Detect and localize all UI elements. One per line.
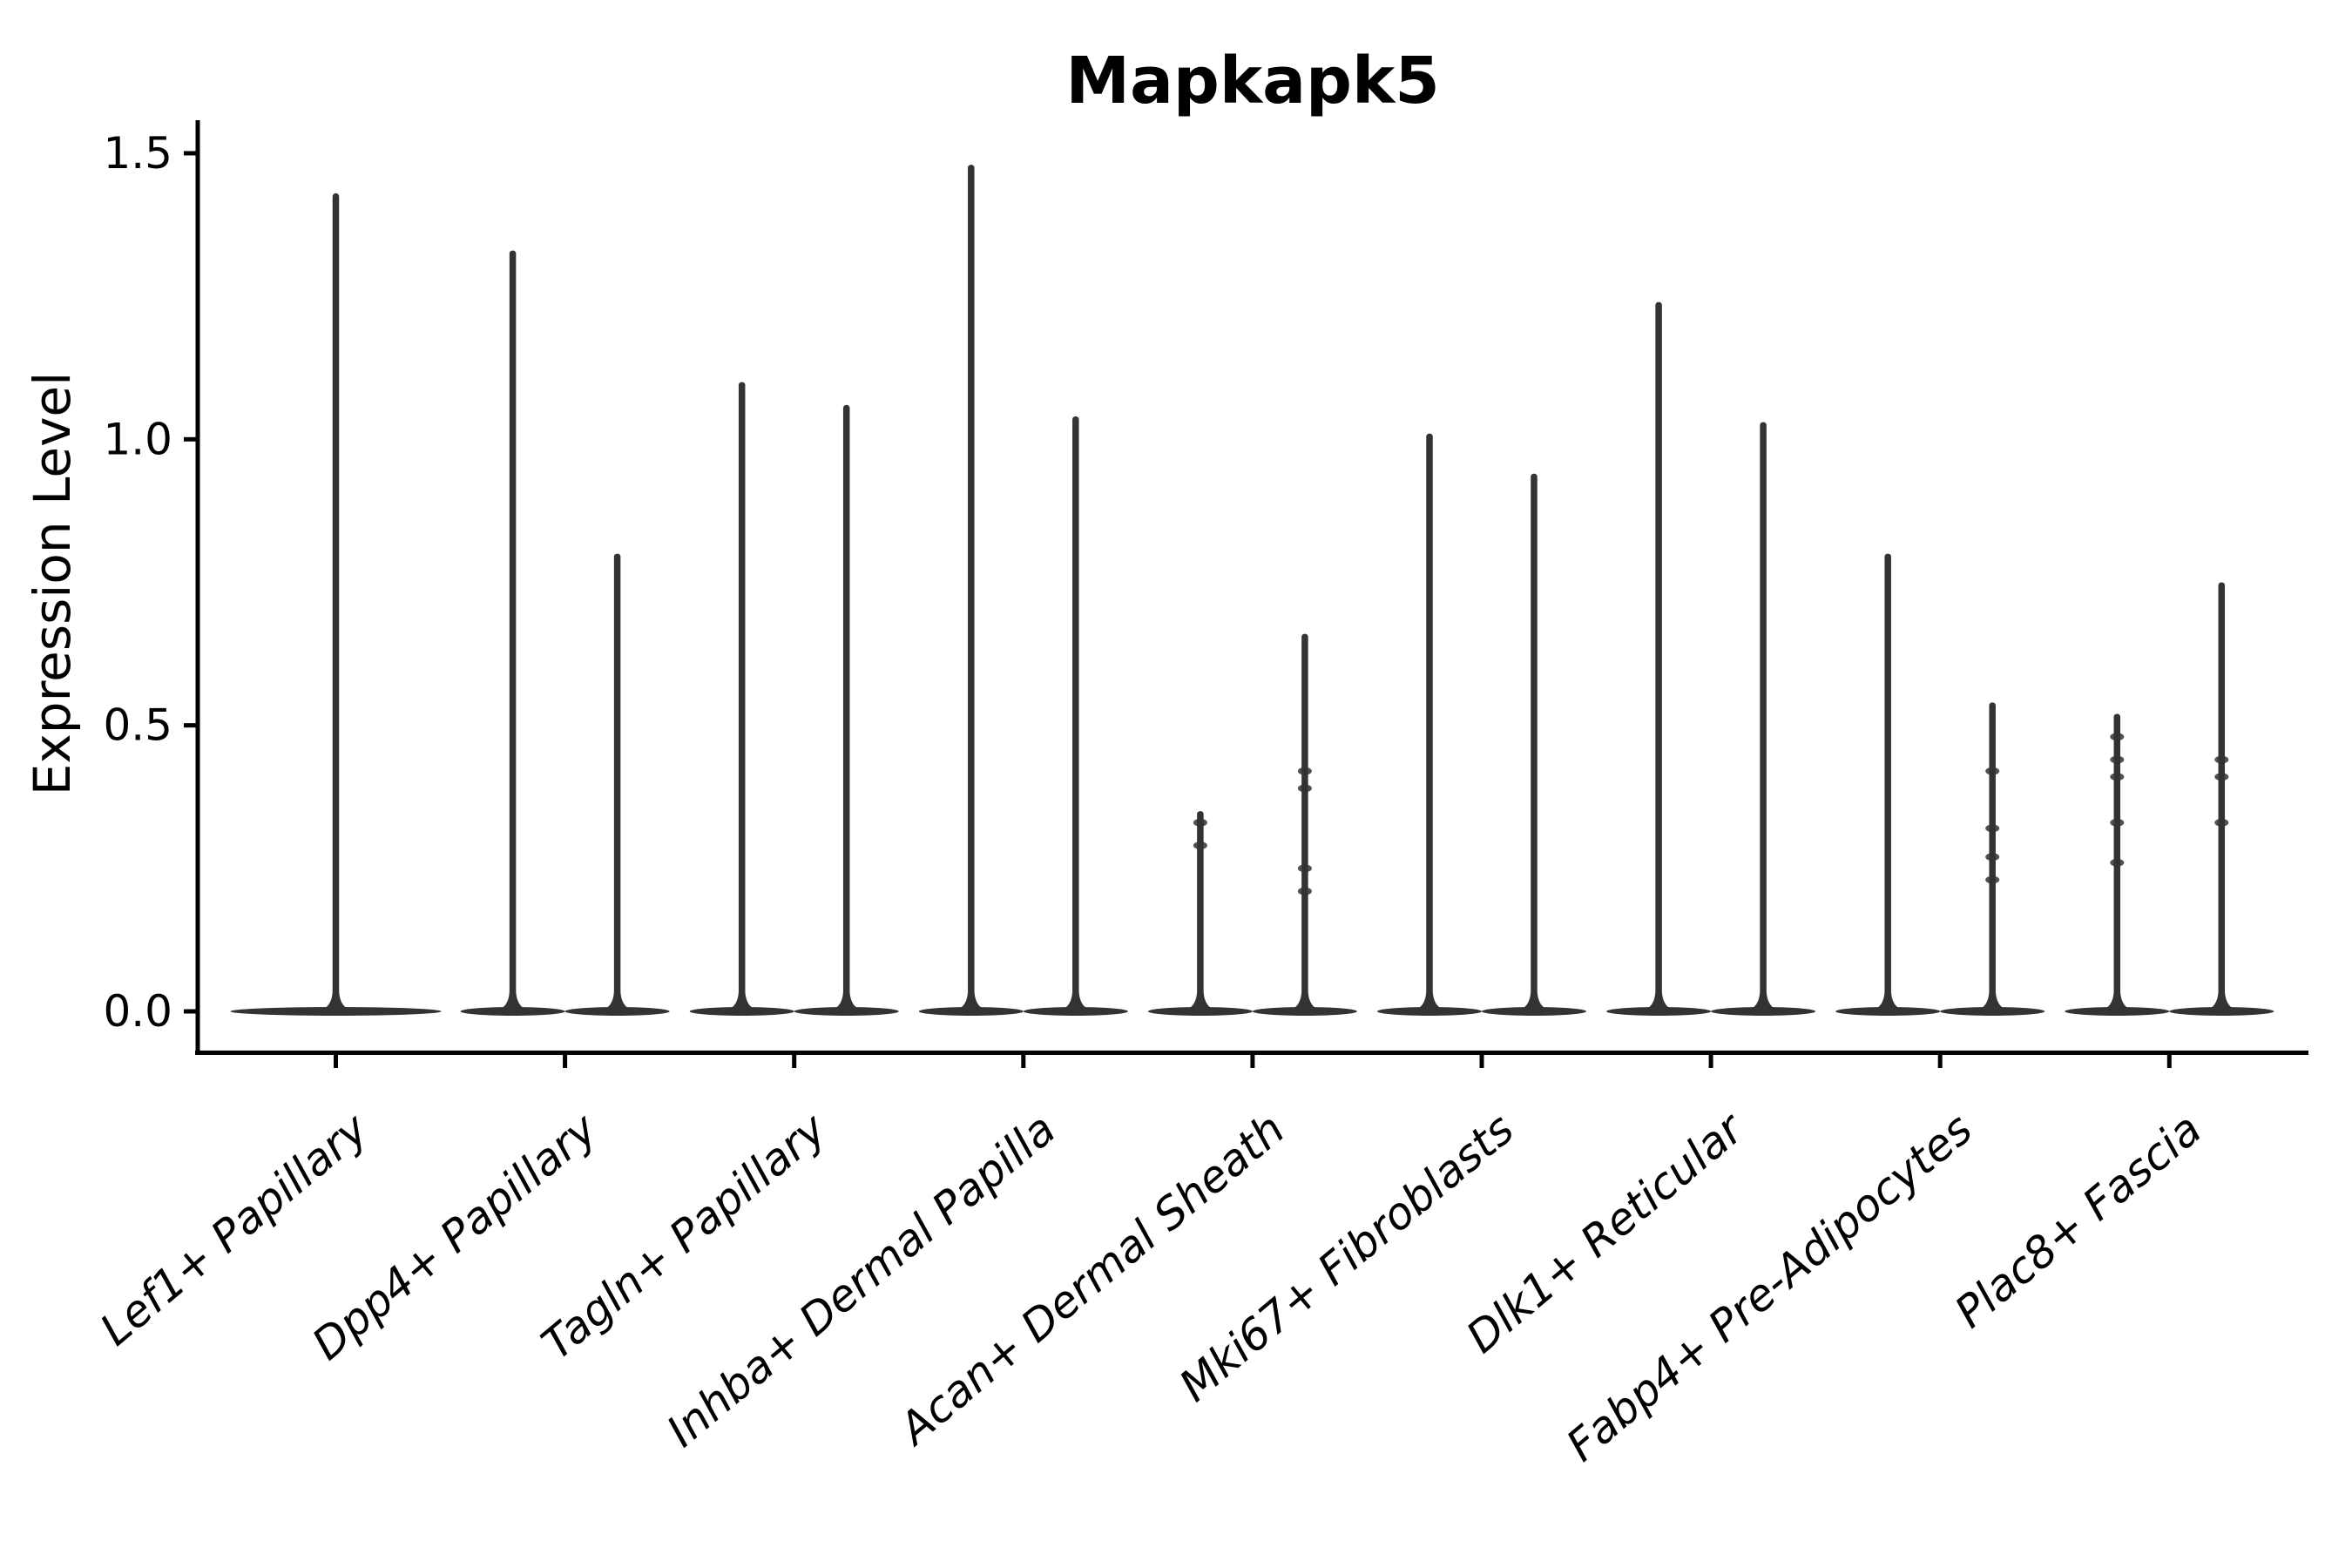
violin-tail (738, 382, 746, 1011)
violin-shape (564, 553, 670, 1016)
violin-shoulder (1061, 992, 1090, 1010)
violin-shoulder (1416, 992, 1443, 1010)
violin-shape (1147, 811, 1253, 1016)
violin-shape (1377, 433, 1482, 1016)
violin-shape (794, 404, 899, 1016)
violin-shoulder (321, 992, 350, 1010)
violin-shape (1940, 702, 2045, 1016)
x-tick-label: Fabp4+ Pre-Adipocytes (1557, 1104, 1981, 1471)
violin-tail (1197, 811, 1204, 1011)
jitter-point (1297, 767, 1312, 775)
violin-shoulder (1186, 992, 1214, 1010)
violin-tail (1655, 301, 1662, 1011)
violins (230, 165, 2274, 1016)
violin-tail (613, 553, 621, 1011)
violin-tail (332, 193, 340, 1011)
violin-shape (230, 193, 442, 1016)
violin-shape (1482, 473, 1586, 1016)
y-tick-label: 0.5 (103, 700, 172, 751)
violin-shape (1606, 301, 1712, 1016)
violin-shape (460, 250, 565, 1016)
violin-shape (918, 165, 1024, 1016)
y-tick-label: 1.5 (103, 128, 172, 179)
jitter-point (1193, 818, 1207, 827)
violin-shape (2065, 713, 2170, 1016)
jitter-point (1297, 864, 1312, 873)
jitter-point (1193, 841, 1207, 850)
violin-tail (1072, 416, 1079, 1012)
violin-tail (1760, 422, 1767, 1011)
jitter-point (1985, 853, 2000, 862)
violin-tail (842, 404, 850, 1011)
x-tick-label: Inhba+ Dermal Papilla (658, 1104, 1065, 1457)
violin-shoulder (1520, 992, 1548, 1010)
violin-shoulder (727, 992, 756, 1010)
violin-shoulder (832, 992, 861, 1010)
violin-shape (1711, 422, 1816, 1016)
violin-shoulder (498, 992, 527, 1010)
violin-shoulder (1290, 992, 1319, 1010)
violin-tail (1531, 473, 1538, 1011)
x-tick-label: Plac8+ Fascia (1945, 1104, 2211, 1338)
violin-shoulder (1749, 992, 1778, 1010)
violin-shape (1023, 416, 1128, 1016)
jitter-point (2214, 755, 2229, 764)
jitter-point (1985, 767, 2000, 775)
jitter-point (2110, 773, 2125, 781)
y-axis-label: Expression Level (23, 372, 82, 795)
violin-tail (509, 250, 517, 1011)
violin-shoulder (603, 992, 632, 1010)
violin-tail (2218, 582, 2226, 1011)
y-tick-label: 0.0 (103, 986, 172, 1037)
violin-tail (1884, 553, 1891, 1011)
chart-title: Mapkapk5 (1065, 44, 1439, 118)
violin-shoulder (1645, 992, 1673, 1010)
violin-shape (689, 382, 794, 1016)
jitter-point (1985, 824, 2000, 833)
jitter-point (2110, 755, 2125, 764)
jitter-point (1297, 784, 1312, 793)
violin-tail (1301, 633, 1308, 1011)
x-axis-ticks (334, 1052, 2172, 1068)
violin-tail (968, 165, 975, 1012)
violin-shoulder (1874, 992, 1903, 1010)
y-axis-ticks: 0.0 0.5 1.0 1.5 (103, 128, 198, 1037)
jitter-point (2110, 818, 2125, 827)
y-tick-label: 1.0 (103, 414, 172, 464)
jitter-point (1985, 875, 2000, 884)
jitter-point (1297, 887, 1312, 896)
violin-shoulder (1978, 992, 2007, 1010)
violin-tail (1426, 433, 1433, 1011)
jitter-point (2214, 773, 2229, 781)
violin-shoulder (956, 992, 985, 1010)
violin-shape (1252, 633, 1357, 1016)
jitter-point (2110, 858, 2125, 867)
violin-shoulder (2207, 992, 2236, 1010)
jitter-point (2110, 733, 2125, 741)
jitter-point (2214, 818, 2229, 827)
violin-shape (1835, 553, 1941, 1016)
violin-shape (2169, 582, 2274, 1016)
violin-shoulder (2103, 992, 2132, 1010)
x-tick-label: Acan+ Dermal Sheath (888, 1104, 1294, 1456)
